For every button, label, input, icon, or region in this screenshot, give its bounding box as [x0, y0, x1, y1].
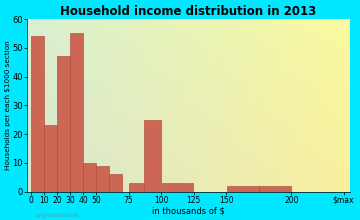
Bar: [57, 56, 70, 192]
Bar: [259, 186, 291, 192]
Bar: [96, 166, 109, 192]
Bar: [31, 36, 44, 192]
Bar: [144, 120, 161, 192]
Bar: [162, 183, 193, 192]
Title: Household income distribution in 2013: Household income distribution in 2013: [60, 5, 317, 18]
Text: city-data.com: city-data.com: [36, 213, 79, 218]
Bar: [70, 33, 83, 192]
X-axis label: in thousands of $: in thousands of $: [152, 206, 225, 215]
Bar: [83, 163, 96, 192]
Bar: [129, 183, 144, 192]
Y-axis label: Households per each $1000 section: Households per each $1000 section: [5, 40, 11, 170]
Bar: [44, 125, 57, 192]
Bar: [109, 174, 122, 192]
Bar: [227, 186, 258, 192]
